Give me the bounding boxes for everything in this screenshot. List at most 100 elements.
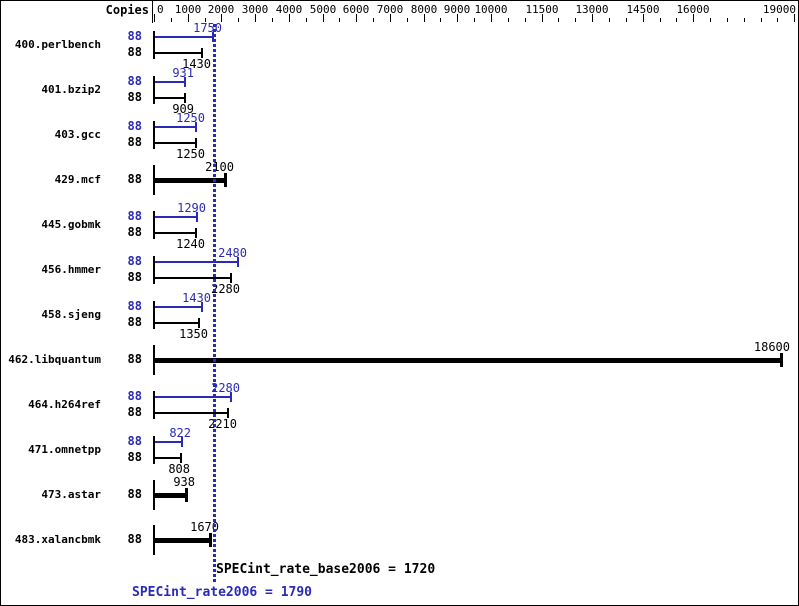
copies-value-base: 88	[127, 487, 142, 501]
axis-tick-label: 1000	[174, 3, 202, 16]
peak-median-label: SPECint_rate2006 = 1790	[132, 585, 313, 600]
row-left-cap	[153, 256, 155, 284]
median-line-peak	[213, 24, 216, 584]
base-bar	[155, 277, 231, 279]
row-left-cap	[153, 436, 155, 464]
peak-value-label: 1290	[177, 201, 206, 215]
base-value-label: 2280	[211, 282, 240, 296]
peak-value-label: 1750	[193, 21, 222, 35]
base-value-label: 808	[168, 462, 190, 476]
axis-tick-major	[356, 14, 357, 22]
axis-tick-minor	[339, 18, 340, 22]
peak-bar-end-cap	[201, 302, 203, 312]
base-bar-end-cap	[195, 228, 197, 238]
base-value-label: 1240	[176, 237, 205, 251]
row-left-cap	[153, 165, 155, 195]
peak-bar-end-cap	[195, 122, 197, 132]
axis-tick-minor	[727, 18, 728, 22]
axis-tick-minor	[558, 18, 559, 22]
axis-tick-major	[491, 14, 492, 22]
row-left-cap	[153, 345, 155, 375]
header-separator-line	[152, 1, 153, 23]
benchmark-label: 473.astar	[41, 488, 101, 501]
axis-tick-label: 13000	[575, 3, 609, 16]
peak-bar	[155, 216, 197, 218]
copies-value-peak: 88	[127, 299, 142, 313]
base-bar-end-cap	[227, 408, 229, 418]
row-left-cap	[153, 31, 155, 59]
axis-tick-major	[542, 14, 543, 22]
copies-value-base: 88	[127, 135, 142, 149]
axis-tick-major	[794, 14, 795, 22]
axis-tick-label: 8000	[410, 3, 438, 16]
copies-value-base: 88	[127, 450, 142, 464]
axis-tick-minor	[373, 18, 374, 22]
axis-tick-label: 16000	[676, 3, 710, 16]
copies-value-peak: 88	[127, 74, 142, 88]
axis-tick-minor	[440, 18, 441, 22]
axis-tick-minor	[205, 18, 206, 22]
peak-bar	[155, 396, 231, 398]
axis-tick-label: 0	[157, 3, 164, 16]
peak-value-label: 931	[172, 66, 194, 80]
row-left-cap	[153, 211, 155, 239]
base-bar-end-cap	[209, 533, 212, 547]
base-bar	[155, 412, 228, 414]
axis-tick-minor	[238, 18, 239, 22]
row-left-cap	[153, 480, 155, 510]
axis-tick-minor	[272, 18, 273, 22]
row-left-cap	[153, 121, 155, 149]
peak-bar-end-cap	[181, 437, 183, 447]
base-bar-end-cap	[195, 138, 197, 148]
peak-bar-end-cap	[196, 212, 198, 222]
base-bar	[155, 322, 199, 324]
base-bar	[155, 97, 185, 99]
copies-value-base: 88	[127, 532, 142, 546]
benchmark-label: 429.mcf	[54, 173, 101, 186]
axis-tick-minor	[626, 18, 627, 22]
base-value-label: 1350	[179, 327, 208, 341]
peak-value-label: 2480	[218, 246, 247, 260]
axis-tick-major	[221, 14, 222, 22]
axis-tick-major	[390, 14, 391, 22]
base-bar	[155, 232, 196, 234]
axis-tick-minor	[744, 18, 745, 22]
row-left-cap	[153, 76, 155, 104]
benchmark-label: 462.libquantum	[8, 353, 101, 366]
benchmark-label: 471.omnetpp	[28, 443, 101, 456]
peak-bar	[155, 126, 196, 128]
axis-tick-major	[424, 14, 425, 22]
peak-value-label: 2280	[211, 381, 240, 395]
base-value-label: 1250	[176, 147, 205, 161]
peak-bar	[155, 261, 238, 263]
axis-tick-major	[154, 14, 155, 22]
benchmark-label: 483.xalancbmk	[14, 533, 101, 546]
peak-bar	[155, 36, 213, 38]
base-bar-end-cap	[230, 273, 232, 283]
benchmark-label: 458.sjeng	[41, 308, 101, 321]
axis-tick-label: 5000	[309, 3, 337, 16]
base-bar	[155, 142, 196, 144]
axis-tick-minor	[761, 18, 762, 22]
axis-tick-major	[289, 14, 290, 22]
axis-tick-major	[457, 14, 458, 22]
axis-tick-minor	[306, 18, 307, 22]
base-bar-end-cap	[201, 48, 203, 58]
benchmark-label: 403.gcc	[54, 128, 101, 141]
axis-tick-minor	[710, 18, 711, 22]
peak-bar-end-cap	[237, 257, 239, 267]
axis-tick-label: 7000	[376, 3, 404, 16]
axis-tick-minor	[777, 18, 778, 22]
base-bar-end-cap	[224, 173, 227, 187]
axis-tick-label: 19000	[762, 3, 796, 16]
benchmark-label: 445.gobmk	[41, 218, 101, 231]
peak-bar-end-cap	[230, 392, 232, 402]
row-left-cap	[153, 391, 155, 419]
axis-tick-major	[592, 14, 593, 22]
axis-tick-label: 4000	[275, 3, 303, 16]
axis-tick-label: 9000	[443, 3, 471, 16]
axis-tick-label: 2000	[207, 3, 235, 16]
axis-tick-minor	[508, 18, 509, 22]
base-bar	[155, 457, 181, 459]
